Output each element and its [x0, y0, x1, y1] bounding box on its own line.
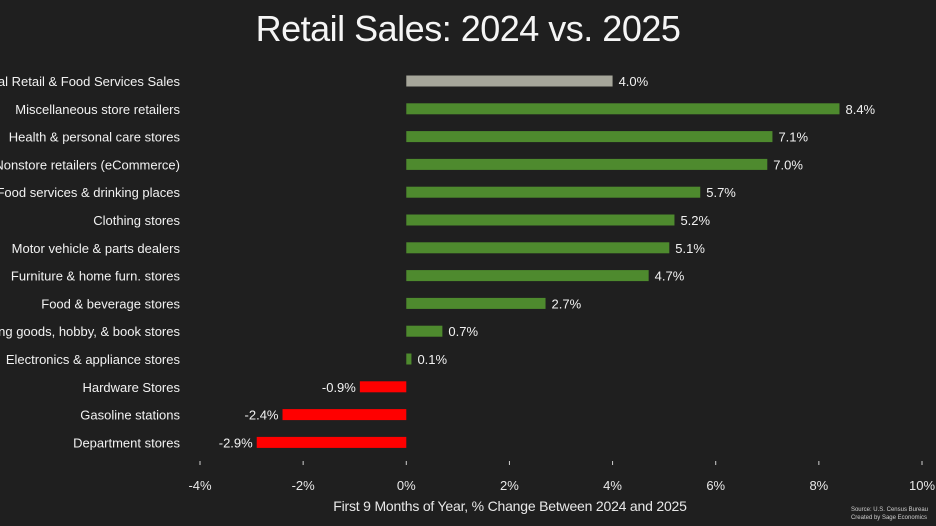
x-tick-label: 0%: [397, 478, 416, 493]
value-label: 8.4%: [845, 102, 875, 117]
bar: [406, 214, 675, 226]
x-tick-label: 8%: [809, 478, 828, 493]
bar: [256, 436, 407, 448]
bar: [406, 242, 670, 254]
value-label: -0.9%: [322, 380, 356, 395]
bar: [406, 131, 773, 143]
category-label: Nonstore retailers (eCommerce): [0, 157, 180, 172]
value-label: 0.7%: [448, 324, 478, 339]
value-label: -2.4%: [245, 408, 279, 423]
value-label: 7.1%: [778, 130, 808, 145]
x-tick-label: 4%: [603, 478, 622, 493]
value-label: 0.1%: [417, 352, 447, 367]
bar: [406, 325, 443, 337]
bar: [406, 103, 840, 115]
source-line: Source: U.S. Census Bureau: [850, 507, 928, 513]
x-tick-label: 2%: [500, 478, 519, 493]
category-label: Hardware Stores: [82, 380, 180, 395]
value-label: 4.0%: [619, 74, 649, 89]
value-label: 5.7%: [706, 185, 736, 200]
source-note: Source: U.S. Census Bureau Created by Sa…: [851, 506, 928, 522]
category-label: Motor vehicle & parts dealers: [12, 241, 181, 256]
bar: [359, 381, 407, 393]
bar: [282, 409, 407, 421]
category-label: Gasoline stations: [80, 408, 180, 423]
bar: [406, 186, 701, 198]
credit-line: Created by Sage Economics: [850, 515, 927, 521]
category-label: Food services & drinking places: [0, 185, 180, 200]
category-label: Total Retail & Food Services Sales: [0, 74, 180, 89]
bar: [406, 353, 412, 365]
value-label: 2.7%: [552, 296, 582, 311]
bar: [406, 75, 613, 87]
x-tick-label: 6%: [706, 478, 725, 493]
bar: [406, 297, 546, 309]
value-label: 5.2%: [680, 213, 710, 228]
bar: [406, 158, 768, 170]
value-label: 4.7%: [655, 269, 685, 284]
x-tick-label: 10%: [909, 478, 935, 493]
category-label: Food & beverage stores: [41, 296, 180, 311]
bar: [406, 270, 649, 282]
value-label: 7.0%: [773, 157, 803, 172]
value-label: -2.9%: [219, 435, 253, 450]
category-label: Department stores: [73, 435, 180, 450]
category-label: Miscellaneous store retailers: [15, 102, 180, 117]
value-label: 5.1%: [675, 241, 705, 256]
category-label: Sporting goods, hobby, & book stores: [0, 324, 180, 339]
category-label: Health & personal care stores: [9, 130, 181, 145]
category-label: Electronics & appliance stores: [6, 352, 181, 367]
x-axis-label: First 9 Months of Year, % Change Between…: [333, 498, 687, 514]
category-label: Furniture & home furn. stores: [11, 269, 181, 284]
x-tick-label: -2%: [292, 478, 316, 493]
chart-title: Retail Sales: 2024 vs. 2025: [255, 8, 681, 49]
x-tick-label: -4%: [188, 478, 212, 493]
category-label: Clothing stores: [93, 213, 180, 228]
